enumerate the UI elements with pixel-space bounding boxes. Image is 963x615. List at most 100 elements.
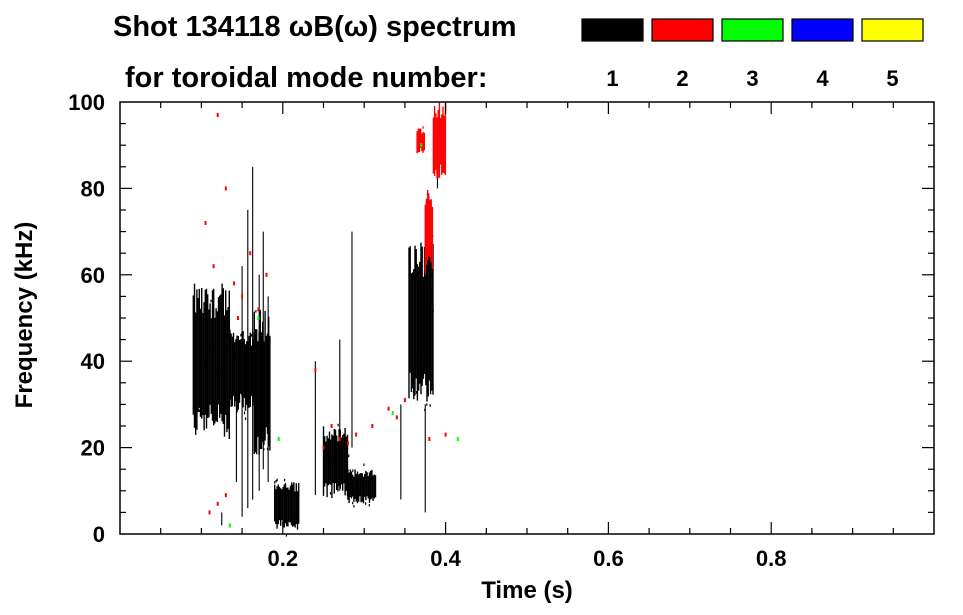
series-2-speckle: [434, 126, 436, 130]
plot-data: [192, 102, 459, 537]
series-2-point-1: [224, 186, 227, 191]
series-1-speckle: [198, 409, 200, 412]
series-1-speckle: [289, 485, 291, 489]
y-tick-label: 60: [81, 263, 105, 288]
legend-label-2: 2: [676, 66, 688, 91]
axis-ticks: [120, 102, 934, 534]
series-1-speckle: [358, 491, 360, 494]
series-2-speckle: [441, 155, 443, 158]
series-2-point-21: [444, 432, 447, 437]
series-1-speckle: [275, 479, 277, 483]
series-1-speckle: [353, 505, 355, 508]
series-1-speckle: [199, 400, 201, 403]
series-1-speckle: [416, 391, 418, 394]
series-1-speckle: [372, 489, 374, 492]
x-tick-label: 0.6: [593, 546, 624, 571]
series-2-point-22: [330, 424, 333, 428]
series-2-speckle: [422, 141, 425, 145]
series-2-region-0: [424, 190, 434, 275]
series-1-speckle: [250, 334, 252, 337]
series-1-speckle: [419, 282, 421, 285]
series-2-speckle: [422, 126, 424, 129]
y-axis-label: Frequency (kHz): [11, 222, 38, 409]
series-2-speckle: [438, 117, 440, 120]
series-1-speckle: [276, 478, 278, 482]
x-tick-label: 0.2: [268, 546, 299, 571]
chart-title-line1: Shot 134118 ωB(ω) spectrum: [113, 11, 517, 43]
y-tick-label: 100: [68, 90, 105, 115]
series-1-speckle: [416, 359, 418, 362]
series-2-point-16: [355, 432, 358, 437]
series-1-speckle: [352, 501, 354, 505]
series-1-speckle: [354, 483, 356, 486]
series-1-speckle: [363, 463, 365, 466]
series-2-region-2: [416, 126, 425, 154]
series-2-point-9: [249, 251, 252, 256]
y-tick-label: 20: [81, 436, 105, 461]
series-1-region-5: [347, 463, 377, 508]
series-2-point-17: [371, 424, 374, 428]
series-1-speckle: [240, 334, 242, 337]
series-1-speckle: [329, 492, 332, 495]
series-1-speckle: [210, 299, 212, 303]
series-1-speckle: [244, 417, 247, 420]
series-1-speckle: [205, 376, 207, 379]
series-1-region-3: [274, 478, 300, 537]
series-1-speckle: [429, 404, 431, 407]
series-2-point-0: [216, 113, 219, 117]
series-1-speckle: [296, 502, 298, 506]
series-1-speckle: [333, 461, 335, 464]
y-tick-label: 80: [81, 176, 105, 201]
series-3-point-4: [456, 437, 459, 441]
series-1-region-6: [408, 241, 434, 412]
series-2-speckle: [443, 116, 445, 119]
series-1-speckle: [337, 423, 339, 427]
legend-label-3: 3: [746, 66, 758, 91]
series-2-region-1: [432, 102, 447, 179]
axis-tick-labels: 0.2 0.4 0.6 0.8 0 20 40 60 80 100: [68, 90, 786, 571]
series-2-point-12: [216, 501, 219, 506]
series-2-point-23: [346, 441, 349, 446]
series-1-speckle: [366, 479, 368, 482]
legend-swatch-4: [791, 18, 854, 42]
series-1-speckle: [335, 446, 337, 450]
series-1-speckle: [352, 469, 354, 472]
legend-swatch-1: [581, 18, 644, 42]
series-1-speckle: [225, 349, 228, 352]
series-2-point-5: [241, 294, 244, 299]
series-2-point-4: [233, 281, 235, 286]
legend-label-1: 1: [606, 66, 618, 91]
series-3-point-0: [228, 523, 231, 528]
series-1-region-0: [192, 283, 231, 439]
series-2-point-7: [265, 272, 268, 277]
series-1-speckle: [285, 534, 287, 537]
series-1-speckle: [274, 481, 276, 484]
series-1-speckle: [255, 310, 257, 313]
x-tick-label: 0.4: [430, 546, 461, 571]
series-1-speckle: [291, 482, 293, 485]
series-2-point-6: [257, 307, 260, 312]
series-1-speckle: [196, 410, 198, 413]
series-2-point-10: [208, 510, 211, 515]
legend: 1 2 3 4 5: [581, 18, 924, 91]
series-3-point-3: [391, 411, 394, 415]
series-1-speckle: [251, 366, 253, 369]
series-1-speckle: [365, 502, 367, 505]
chart-title-line2: for toroidal mode number:: [125, 62, 488, 94]
series-2-point-13: [314, 367, 317, 372]
series-2-point-15: [338, 437, 341, 441]
series-2-point-20: [428, 437, 431, 441]
x-tick-label: 0.8: [756, 546, 787, 571]
series-2-point-3: [212, 264, 215, 269]
series-1-speckle: [210, 347, 212, 350]
legend-swatch-3: [721, 18, 784, 42]
series-1-speckle: [368, 504, 370, 507]
series-3-point-2: [277, 437, 280, 441]
series-1-speckle: [415, 262, 417, 265]
series-1-speckle: [235, 353, 237, 356]
series-3-point-5: [420, 143, 423, 148]
series-2-point-18: [387, 406, 390, 411]
legend-swatch-5: [861, 18, 924, 42]
series-1-speckle: [266, 447, 269, 451]
